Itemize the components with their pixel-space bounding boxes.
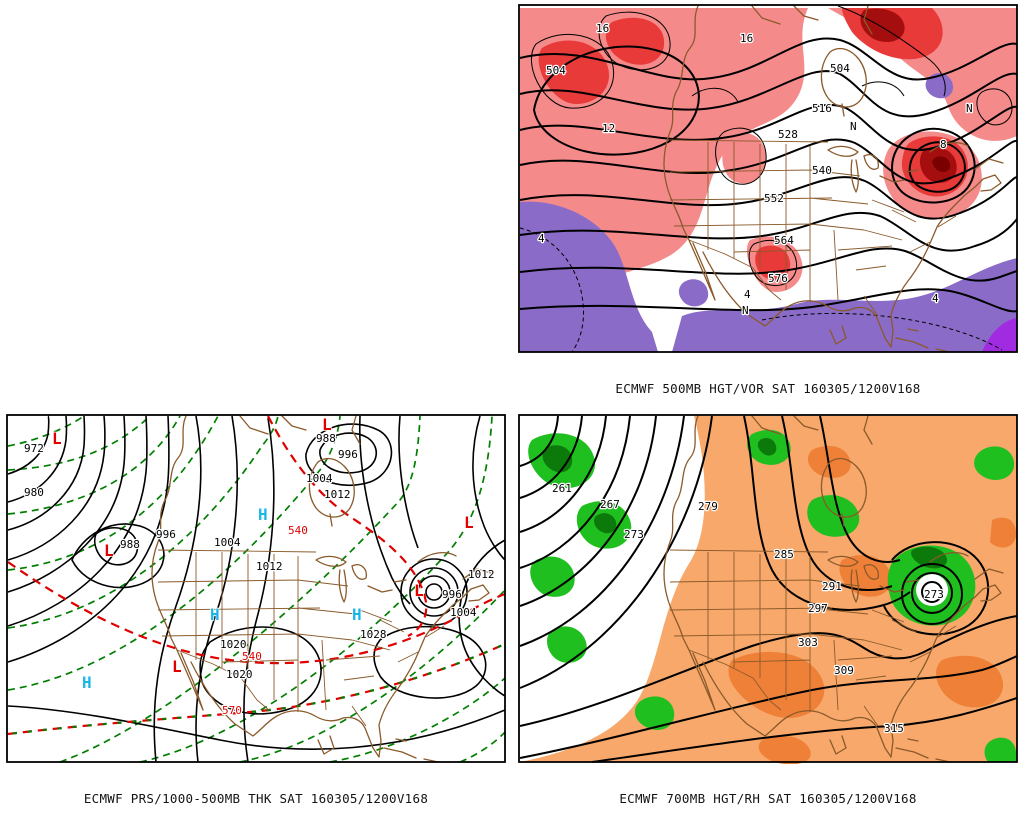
panel3-labels: 261 267 273 279 285 291 297 303 309 315 … [551, 481, 945, 736]
height-label: 315 [884, 722, 904, 735]
vorticity-label: 12 [602, 122, 615, 135]
vorticity-label: N [742, 304, 749, 317]
height-label: 576 [768, 272, 788, 285]
pressure-label: 1028 [360, 628, 387, 641]
panel2-labels: 972 980 988 996 1004 1012 988 996 1004 1… [23, 431, 496, 718]
pressure-label: 980 [24, 486, 44, 499]
height-label: 564 [774, 234, 794, 247]
height-contours [519, 415, 1018, 763]
thickness-label: 540 [288, 524, 308, 537]
vorticity-label: 4 [538, 232, 545, 245]
height-contours [519, 37, 1018, 313]
vorticity-label: 8 [940, 138, 947, 151]
height-label: 504 [830, 62, 850, 75]
high-marker: H [210, 605, 220, 624]
panel-700mb-hgt-rh: 261 267 273 279 285 291 297 303 309 315 … [512, 410, 1024, 819]
height-label: 504 [546, 64, 566, 77]
panel2-caption: ECMWF PRS/1000-500MB THK SAT 160305/1200… [0, 765, 512, 819]
panel1-caption: ECMWF 500MB HGT/VOR SAT 160305/1200V168 … [512, 355, 1024, 410]
vorticity-label: 16 [596, 22, 609, 35]
panel1-title: ECMWF 500MB HGT/VOR SAT 160305/1200V168 [615, 381, 921, 396]
pressure-label: 1020 [220, 638, 247, 651]
height-label: 285 [774, 548, 794, 561]
height-label: 267 [600, 498, 620, 511]
pressure-contours [7, 415, 506, 763]
map-frame [6, 414, 506, 763]
vorticity-label: 16 [740, 32, 753, 45]
low-marker: L [464, 513, 474, 532]
low-marker: L [52, 429, 62, 448]
pressure-label: 988 [120, 538, 140, 551]
pressure-label: 1004 [214, 536, 241, 549]
pressure-label: 996 [442, 588, 462, 601]
thickness-label: 570 [222, 704, 242, 717]
high-marker: H [352, 605, 362, 624]
rh-shading [520, 416, 1017, 764]
panel3-title: ECMWF 700MB HGT/RH SAT 160305/1200V168 [619, 791, 917, 806]
panel1-labels: 504 504 516 528 540 552 564 576 16 16 12… [537, 21, 974, 318]
height-label: 291 [822, 580, 842, 593]
map-frame [518, 4, 1018, 353]
pressure-label: 1004 [450, 606, 477, 619]
pressure-label: 1012 [468, 568, 495, 581]
low-marker: L [322, 415, 332, 434]
pressure-label: 988 [316, 432, 336, 445]
vorticity-label: N [966, 102, 973, 115]
height-label: 279 [698, 500, 718, 513]
pressure-label: 1012 [256, 560, 283, 573]
height-label: 516 [812, 102, 832, 115]
high-marker: H [258, 505, 268, 524]
pressure-label: 996 [156, 528, 176, 541]
height-label: 309 [834, 664, 854, 677]
height-label: 540 [812, 164, 832, 177]
low-marker: L [414, 581, 424, 600]
vorticity-label: 4 [932, 292, 939, 305]
height-label: 303 [798, 636, 818, 649]
height-label: 261 [552, 482, 572, 495]
low-marker: L [172, 657, 182, 676]
pressure-label: 972 [24, 442, 44, 455]
height-label: 273 [924, 588, 944, 601]
high-marker: H [82, 673, 92, 692]
panel-mslp-thickness: 972 980 988 996 1004 1012 988 996 1004 1… [0, 410, 512, 819]
pressure-label: 1020 [226, 668, 253, 681]
height-label: 273 [624, 528, 644, 541]
thickness-contours-red [7, 415, 506, 736]
vorticity-label: N [850, 120, 857, 133]
thickness-label: 540 [242, 650, 262, 663]
pressure-label: 1012 [324, 488, 351, 501]
vorticity-label: 4 [744, 288, 751, 301]
pressure-label: 1004 [306, 472, 333, 485]
height-label: 528 [778, 128, 798, 141]
height-label: 552 [764, 192, 784, 205]
map-frame [518, 414, 1018, 763]
pressure-center-markers: L L L L L L H H H H [51, 414, 474, 693]
panel-500mb-hgt-vor: 504 504 516 528 540 552 564 576 16 16 12… [512, 0, 1024, 410]
thickness-contours-green [7, 415, 506, 763]
panel2-title: ECMWF PRS/1000-500MB THK SAT 160305/1200… [83, 791, 429, 806]
pressure-label: 996 [338, 448, 358, 461]
panel3-caption: ECMWF 700MB HGT/RH SAT 160305/1200V168 I… [512, 765, 1024, 819]
low-marker: L [104, 541, 114, 560]
height-label: 297 [808, 602, 828, 615]
